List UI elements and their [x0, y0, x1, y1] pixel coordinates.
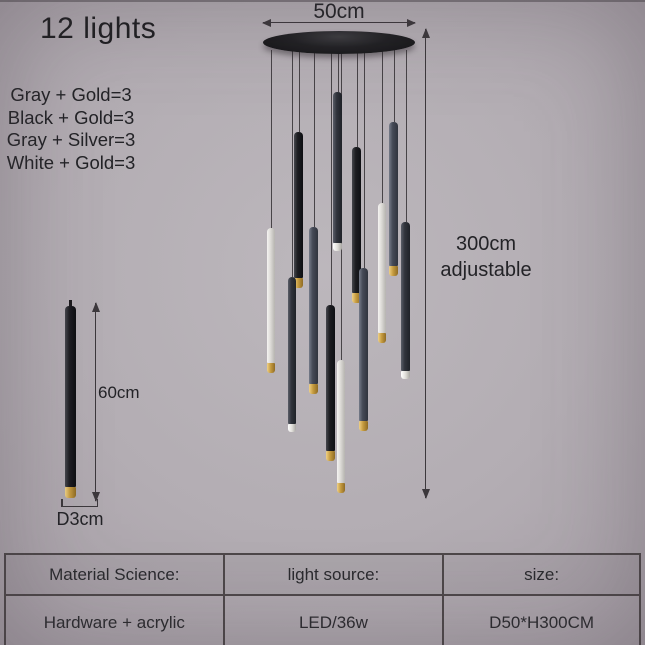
spec-value-cell: Hardware + acrylic — [43, 613, 185, 632]
spec-header-cell: light source: — [222, 555, 443, 596]
pendant-cord — [405, 50, 407, 222]
spec-header-cell: Material Science: — [6, 555, 223, 596]
arrow-up-icon — [421, 28, 430, 38]
variant-line: Black + Gold=3 — [7, 106, 135, 128]
pendant-tube — [352, 147, 361, 303]
pendant-tube-tip — [401, 371, 410, 379]
pendant-tube-body — [352, 147, 361, 293]
variant-line: Gray + Gold=3 — [10, 84, 132, 105]
pendant-cord — [337, 50, 339, 92]
pendant-tube-body — [337, 360, 345, 483]
pendant-tube-tip — [359, 421, 368, 431]
pendant-tube — [309, 227, 318, 394]
pendant-tube-body — [378, 203, 386, 333]
tube-length-label: 60cm — [98, 383, 140, 402]
pendant-tube-tip — [333, 243, 342, 251]
pendant-cord — [298, 50, 300, 132]
pendant-cord — [271, 50, 272, 228]
canopy-width-arrow — [262, 18, 416, 27]
detail-tube — [65, 306, 76, 498]
pendant-cord — [382, 50, 383, 203]
tube-diameter-bracket — [61, 499, 98, 507]
pendant-tube-tip — [378, 333, 386, 343]
pendant-tube — [288, 277, 296, 432]
tube-length-arrow — [91, 302, 100, 502]
pendant-tube-tip — [326, 451, 335, 461]
pendant-tube-tip — [337, 483, 345, 493]
arrow-right-icon — [407, 18, 416, 27]
pendant-tube-tip — [288, 424, 296, 432]
drop-height-arrow — [421, 28, 430, 499]
detail-tube-tip — [65, 487, 76, 498]
pendant-tube — [326, 305, 335, 461]
pendant-tube-tip — [352, 293, 361, 303]
pendant-tube-body — [294, 132, 303, 278]
pendant-tube — [267, 228, 275, 373]
drop-height-label: 300cm adjustable — [430, 231, 542, 283]
tube-diameter-label: D3cm — [56, 509, 104, 529]
pendant-cord — [292, 50, 293, 277]
pendant-tube-tip — [294, 278, 303, 288]
ceiling-canopy — [263, 31, 415, 54]
pendant-tube-body — [326, 305, 335, 451]
variant-line: Gray + Silver=3 — [6, 129, 136, 150]
arrow-down-icon — [91, 492, 100, 502]
pendant-tube-body — [389, 122, 398, 266]
pendant-cord — [330, 50, 332, 305]
arrow-up-icon — [91, 302, 100, 312]
arrow-left-icon — [262, 18, 271, 27]
spec-table: Material Science: light source: size: Hardw… — [4, 553, 641, 645]
pendant-tube — [333, 92, 342, 251]
page-title: 12 lights — [40, 12, 157, 45]
drop-height-value: 300cm — [455, 233, 517, 255]
drop-height-note: adjustable — [440, 259, 532, 281]
pendant-tube-tip — [309, 384, 318, 394]
pendant-tube — [294, 132, 303, 288]
variant-list: Gray + Gold=3 Black + Gold=3 Gray + Silver… — [0, 84, 142, 174]
pendant-tube-body — [288, 277, 296, 424]
pendant-cord — [363, 50, 365, 268]
pendant-tube-body — [401, 222, 410, 371]
pendant-cord — [393, 50, 395, 122]
pendant-tube — [389, 122, 398, 276]
detail-tube-body — [65, 306, 76, 487]
spec-value-cell: D50*H300CM — [442, 596, 639, 645]
canopy-width-label: 50cm — [313, 0, 365, 23]
pendant-tube-body — [267, 228, 275, 363]
pendant-tube-body — [359, 268, 368, 421]
variant-line: White + Gold=3 — [6, 151, 136, 173]
spec-header-cell: size: — [442, 555, 639, 596]
arrow-down-icon — [421, 489, 430, 499]
pendant-cord — [313, 50, 315, 227]
pendant-cord — [356, 50, 358, 147]
pendant-tube — [359, 268, 368, 431]
pendant-tube-tip — [267, 363, 275, 373]
pendant-tube — [378, 203, 386, 343]
spec-value-cell: LED/36w — [222, 596, 443, 645]
pendant-tube-tip — [389, 266, 398, 276]
pendant-tube — [401, 222, 410, 379]
pendant-tube-body — [309, 227, 318, 384]
pendant-tube-body — [333, 92, 342, 243]
detail-tube-nub — [69, 300, 72, 307]
pendant-tube — [337, 360, 345, 493]
